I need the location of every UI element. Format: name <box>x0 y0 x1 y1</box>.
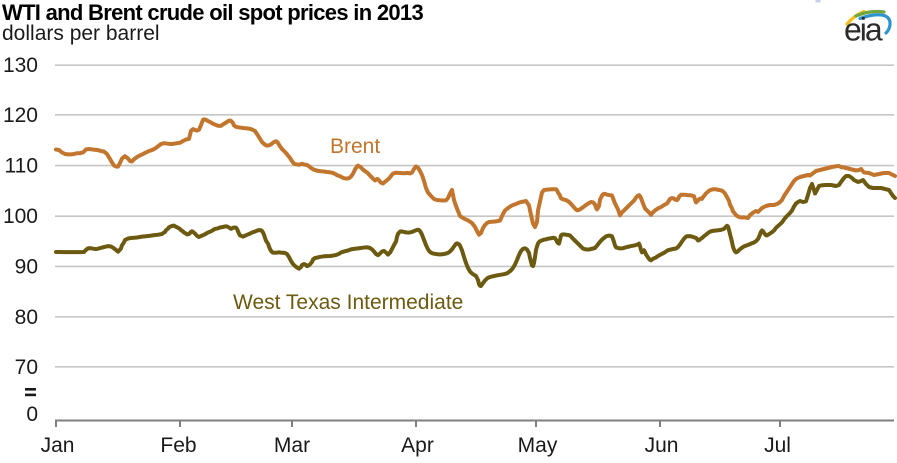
svg-text:eia: eia <box>844 12 883 48</box>
svg-text:90: 90 <box>15 255 38 278</box>
svg-text:130: 130 <box>3 54 38 77</box>
svg-text:Jan: Jan <box>41 434 75 457</box>
svg-text:100: 100 <box>3 205 38 228</box>
svg-text:Feb: Feb <box>160 434 196 457</box>
svg-text:Apr: Apr <box>401 434 434 457</box>
svg-text:Jun: Jun <box>645 434 679 457</box>
svg-text:110: 110 <box>5 155 38 178</box>
svg-text:120: 120 <box>3 104 38 127</box>
svg-text:May: May <box>518 434 558 457</box>
svg-text:Jul: Jul <box>764 434 791 457</box>
svg-text:Brent: Brent <box>330 135 380 158</box>
svg-text:Mar: Mar <box>274 434 310 457</box>
svg-text:WTI and Brent crude oil spot p: WTI and Brent crude oil spot prices in 2… <box>2 0 423 25</box>
svg-text:70: 70 <box>15 356 38 379</box>
svg-text:West Texas Intermediate: West Texas Intermediate <box>233 291 463 314</box>
svg-text:dollars per barrel: dollars per barrel <box>2 22 160 45</box>
svg-text:0: 0 <box>26 403 38 426</box>
svg-text:80: 80 <box>15 306 38 329</box>
